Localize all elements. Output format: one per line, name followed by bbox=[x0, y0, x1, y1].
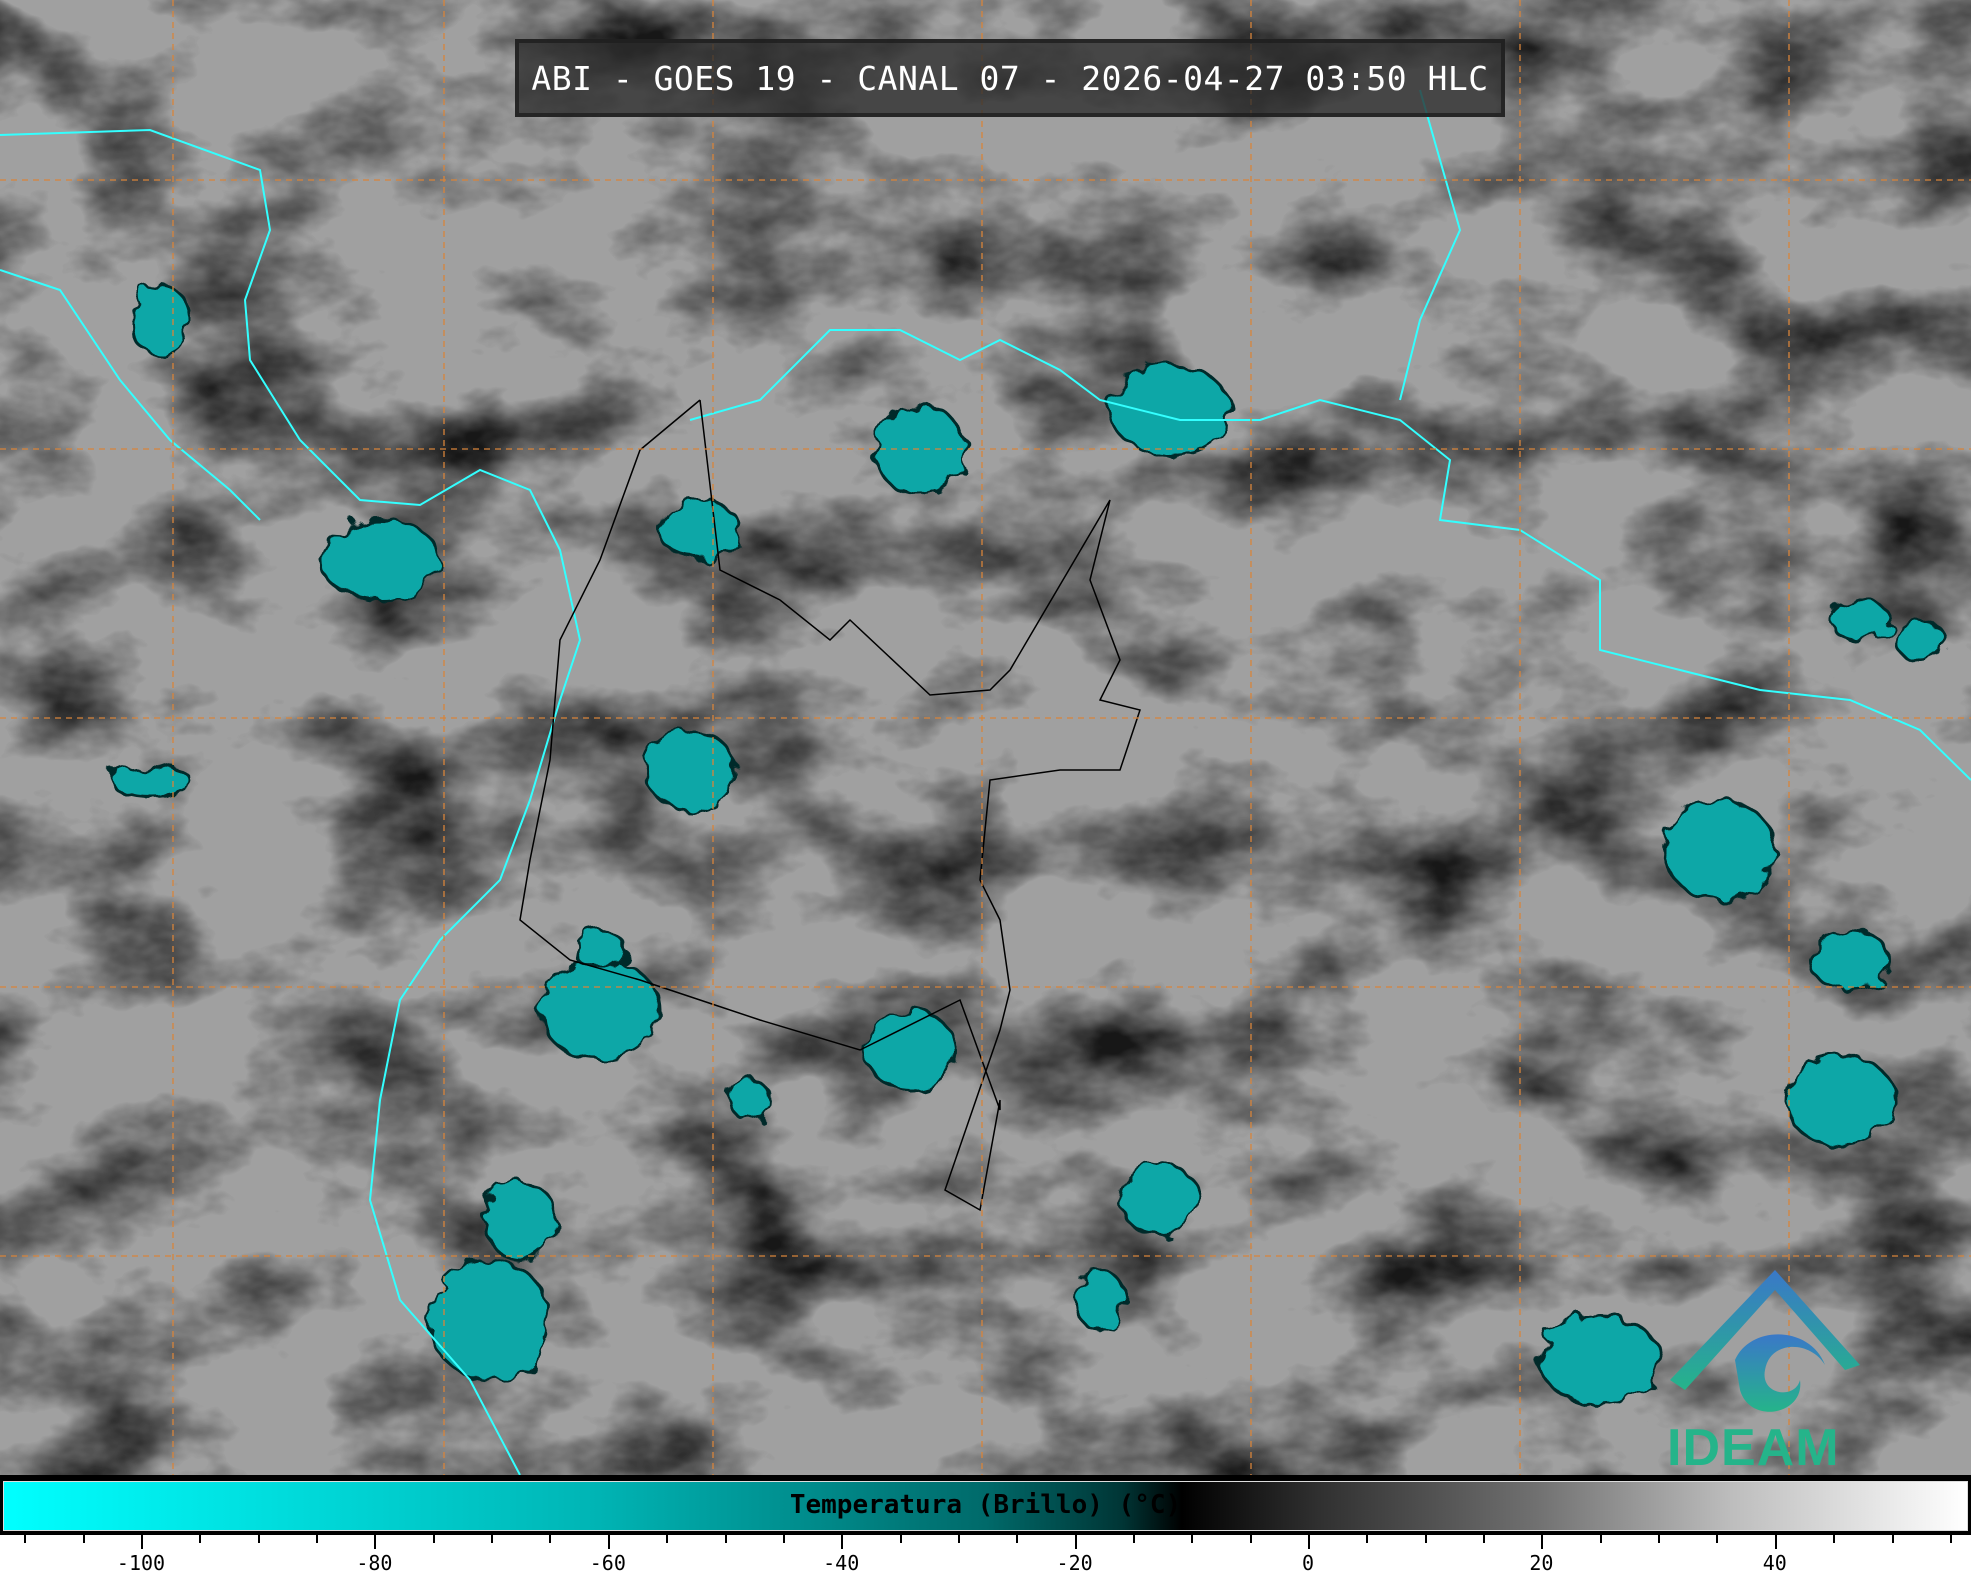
map-layers bbox=[0, 0, 1971, 1475]
minor-tick bbox=[899, 1535, 902, 1543]
minor-tick bbox=[666, 1535, 669, 1543]
minor-tick bbox=[1016, 1535, 1019, 1543]
convective-cell bbox=[128, 283, 192, 357]
minor-tick bbox=[1833, 1535, 1836, 1543]
convective-cell bbox=[428, 1258, 552, 1382]
convective-cell bbox=[483, 1178, 557, 1262]
tick-label: -60 bbox=[589, 1551, 626, 1575]
lat-lon-grid bbox=[0, 0, 1971, 1475]
convective-cell bbox=[658, 498, 742, 562]
tick-label: -100 bbox=[116, 1551, 166, 1575]
convective-cell bbox=[1808, 928, 1892, 992]
convective-cell bbox=[643, 728, 737, 812]
cloud-texture bbox=[0, 0, 1971, 1475]
convective-cell bbox=[1893, 618, 1947, 662]
coastlines bbox=[0, 89, 1971, 1475]
tick-label: 0 bbox=[1301, 1551, 1315, 1575]
tick-label: 20 bbox=[1529, 1551, 1554, 1575]
image-title: ABI - GOES 19 - CANAL 07 - 2026-04-27 03… bbox=[515, 39, 1505, 117]
minor-tick bbox=[1132, 1535, 1135, 1543]
minor-tick bbox=[1599, 1535, 1602, 1543]
minor-tick bbox=[1658, 1535, 1661, 1543]
minor-tick bbox=[316, 1535, 319, 1543]
major-tick bbox=[141, 1535, 143, 1549]
convective-cell bbox=[573, 928, 627, 972]
convective-cell bbox=[863, 1008, 957, 1092]
ideam-logo bbox=[1670, 1270, 1860, 1412]
major-tick bbox=[1541, 1535, 1544, 1549]
tick-label: -20 bbox=[1056, 1551, 1093, 1575]
convective-cell bbox=[1828, 598, 1892, 642]
major-tick bbox=[1074, 1535, 1077, 1549]
convective-cell bbox=[1073, 1268, 1127, 1332]
minor-tick bbox=[1716, 1535, 1719, 1543]
colorbar-label: Temperatura (Brillo) (°C) bbox=[789, 1490, 1182, 1520]
major-tick bbox=[374, 1535, 377, 1549]
convective-cell bbox=[1108, 363, 1232, 457]
convective-cells bbox=[108, 283, 1947, 1407]
minor-tick bbox=[957, 1535, 960, 1543]
minor-tick bbox=[24, 1535, 27, 1543]
major-tick bbox=[1774, 1535, 1777, 1549]
minor-tick bbox=[82, 1535, 85, 1543]
minor-tick bbox=[549, 1535, 552, 1543]
major-tick bbox=[607, 1535, 610, 1549]
minor-tick bbox=[491, 1535, 494, 1543]
colorbar-ticks: -100 -80 -60 -40 -20 0 20 40 bbox=[0, 1535, 1971, 1577]
major-tick bbox=[1308, 1535, 1310, 1549]
temperature-colorbar bbox=[3, 1481, 1968, 1531]
minor-tick bbox=[199, 1535, 202, 1543]
convective-cell bbox=[538, 958, 662, 1062]
minor-tick bbox=[1949, 1535, 1952, 1543]
ideam-logo-text: IDEAM bbox=[1667, 1419, 1840, 1477]
tick-label: -40 bbox=[823, 1551, 860, 1575]
minor-tick bbox=[1249, 1535, 1252, 1543]
convective-cell bbox=[1783, 1053, 1897, 1147]
convective-cell bbox=[108, 763, 192, 797]
minor-tick bbox=[1191, 1535, 1194, 1543]
minor-tick bbox=[782, 1535, 785, 1543]
convective-cell bbox=[873, 403, 967, 497]
minor-tick bbox=[1891, 1535, 1894, 1543]
convective-cell bbox=[728, 1078, 772, 1122]
minor-tick bbox=[1366, 1535, 1369, 1543]
convective-cell bbox=[318, 518, 442, 602]
tick-label: -80 bbox=[356, 1551, 393, 1575]
country-borders bbox=[519, 399, 1141, 1212]
minor-tick bbox=[432, 1535, 435, 1543]
minor-tick bbox=[1424, 1535, 1427, 1543]
major-tick bbox=[841, 1535, 844, 1549]
tick-label: 40 bbox=[1762, 1551, 1787, 1575]
minor-tick bbox=[724, 1535, 727, 1543]
minor-tick bbox=[257, 1535, 260, 1543]
minor-tick bbox=[1483, 1535, 1486, 1543]
convective-cell bbox=[1663, 798, 1777, 902]
convective-cell bbox=[1118, 1163, 1202, 1237]
convective-cell bbox=[1538, 1313, 1662, 1407]
satellite-image-map bbox=[0, 0, 1971, 1475]
